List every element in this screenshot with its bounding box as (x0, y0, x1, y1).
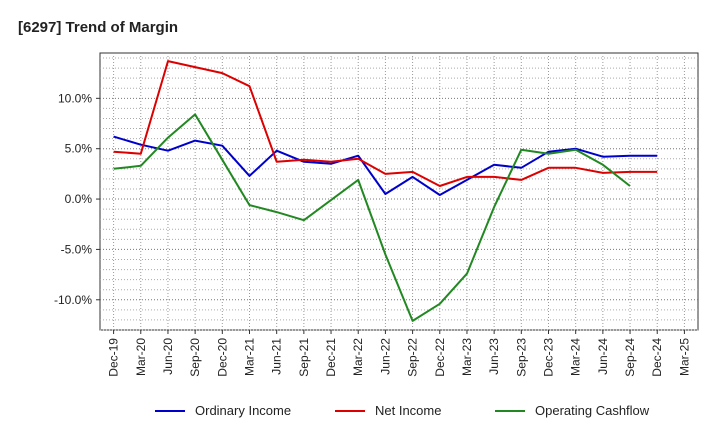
legend: Ordinary Income Net Income Operating Cashf… (155, 403, 650, 418)
legend-label-operating-cashflow: Operating Cashflow (535, 403, 650, 418)
series-lines (113, 60, 658, 322)
x-tick-label: Jun-20 (161, 338, 175, 375)
x-tick-label: Sep-22 (406, 338, 420, 377)
x-tick-label: Mar-22 (351, 338, 365, 376)
x-tick-label: Jun-22 (378, 338, 392, 375)
x-tick-label: Mar-23 (460, 338, 474, 376)
x-tick-label: Sep-24 (623, 338, 637, 377)
chart-title: [6297] Trend of Margin (18, 19, 178, 36)
x-tick-label: Jun-24 (596, 338, 610, 375)
x-tick-label: Mar-20 (134, 338, 148, 376)
x-tick-label: Sep-20 (188, 338, 202, 377)
series-line-operating-cashflow (113, 113, 631, 322)
grid-lines (100, 53, 698, 331)
x-tick-label: Dec-21 (324, 338, 338, 377)
x-tick-label: Dec-23 (542, 338, 556, 377)
x-tick-label: Mar-25 (677, 338, 691, 376)
x-tick-label: Jun-23 (487, 338, 501, 375)
legend-label-ordinary-income: Ordinary Income (195, 403, 291, 418)
x-tick-label: Mar-21 (243, 338, 257, 376)
x-tick-label: Dec-24 (650, 338, 664, 377)
y-tick-label: 5.0% (65, 142, 93, 156)
x-tick-label: Sep-21 (297, 338, 311, 377)
legend-label-net-income: Net Income (375, 403, 441, 418)
y-tick-label: -5.0% (61, 242, 93, 256)
y-tick-label: 0.0% (65, 192, 93, 206)
y-tick-label: 10.0% (58, 91, 92, 105)
x-tick-label: Jun-21 (270, 338, 284, 375)
series-line-ordinary-income (113, 135, 658, 196)
series-line-net-income (113, 60, 658, 187)
x-axis: Dec-19 Mar-20 Jun-20 Sep-20 Dec-20 Mar-21 Jun-… (107, 330, 691, 377)
x-tick-label: Dec-19 (107, 338, 121, 377)
plot-area (99, 52, 699, 331)
x-tick-label: Mar-24 (569, 338, 583, 376)
x-tick-label: Dec-20 (215, 338, 229, 377)
y-tick-label: -10.0% (54, 293, 92, 307)
x-tick-label: Dec-22 (433, 338, 447, 377)
y-axis: 10.0% 5.0% 0.0% -5.0% -10.0% (54, 91, 100, 307)
x-tick-label: Sep-23 (514, 338, 528, 377)
